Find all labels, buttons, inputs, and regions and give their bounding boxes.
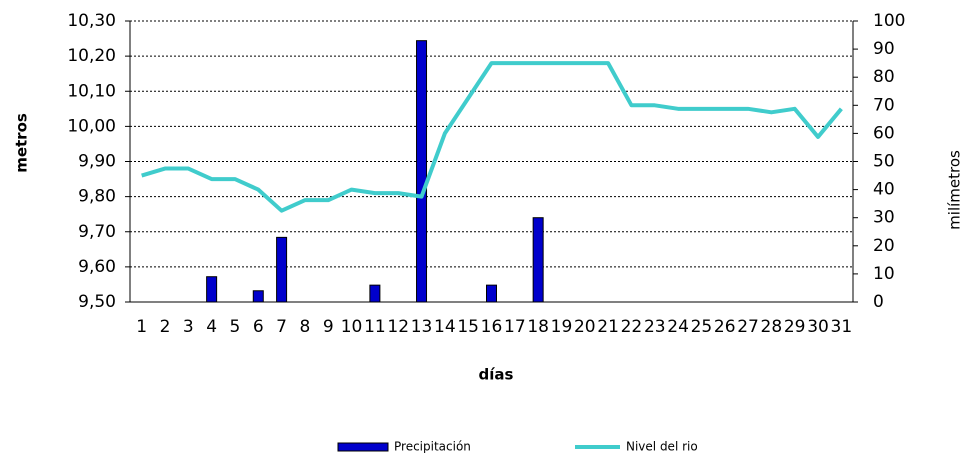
y2-tick-label: 0 [873,292,884,312]
x-tick-label: 30 [807,317,829,337]
bar [369,284,381,303]
y-axis-title: metros [13,113,31,173]
y2-tick-label: 50 [873,152,895,172]
x-tick-label: 11 [364,317,386,337]
bar [276,236,288,303]
x-tick-label: 26 [714,317,736,337]
x-tick-label: 23 [644,317,666,337]
line [141,61,843,213]
y-tick-label: 9,90 [78,152,116,172]
y2-tick-label: 10 [873,264,895,284]
y-tick-label: 10,00 [67,116,116,136]
y-tick-label: 9,60 [78,257,116,277]
y-tick-label: 9,80 [78,187,116,207]
y2-tick-label: 30 [873,208,895,228]
y2-tick-label: 70 [873,95,895,115]
x-tick-label: 14 [434,317,456,337]
x-tick-label: 5 [230,317,241,337]
x-tick-label: 3 [183,317,194,337]
bar [416,40,428,303]
y2-tick-label: 80 [873,67,895,87]
x-tick-label: 15 [457,317,479,337]
bar [206,276,218,303]
x-tick-label: 1 [136,317,147,337]
x-tick-label: 9 [323,317,334,337]
y2-axis-title: milímetros [946,150,964,230]
x-tick-label: 7 [276,317,287,337]
legend-swatch [337,442,389,452]
bar [486,284,497,303]
x-tick-label: 8 [300,317,311,337]
bar [532,217,544,303]
x-tick-label: 25 [691,317,713,337]
x-tick-label: 2 [160,317,171,337]
x-tick-label: 6 [253,317,264,337]
x-tick-label: 27 [737,317,759,337]
legend-label: Nivel del rio [626,440,698,454]
x-tick-label: 21 [597,317,619,337]
y-tick-label: 9,50 [78,292,116,312]
x-tick-label: 22 [621,317,643,337]
x-tick-label: 31 [831,317,853,337]
y-tick-label: 9,70 [78,222,116,242]
x-tick-label: 18 [527,317,549,337]
y2-tick-label: 100 [873,11,905,31]
x-tick-label: 24 [667,317,689,337]
y2-tick-label: 60 [873,123,895,143]
x-tick-label: 20 [574,317,596,337]
x-tick-label: 17 [504,317,526,337]
y-tick-label: 10,30 [67,11,116,31]
y2-tick-label: 90 [873,39,895,59]
x-tick-label: 16 [481,317,503,337]
y-tick-label: 10,20 [67,46,116,66]
x-tick-label: 29 [784,317,806,337]
bar [252,290,264,303]
x-tick-label: 10 [341,317,363,337]
x-tick-label: 19 [551,317,573,337]
x-tick-label: 4 [206,317,217,337]
x-tick-label: 13 [411,317,433,337]
y-tick-label: 10,10 [67,81,116,101]
legend-label: Precipitación [394,440,471,454]
x-tick-label: 12 [387,317,409,337]
x-axis-title: días [479,366,514,384]
y2-tick-label: 40 [873,180,895,200]
x-tick-label: 28 [761,317,783,337]
y2-tick-label: 20 [873,236,895,256]
